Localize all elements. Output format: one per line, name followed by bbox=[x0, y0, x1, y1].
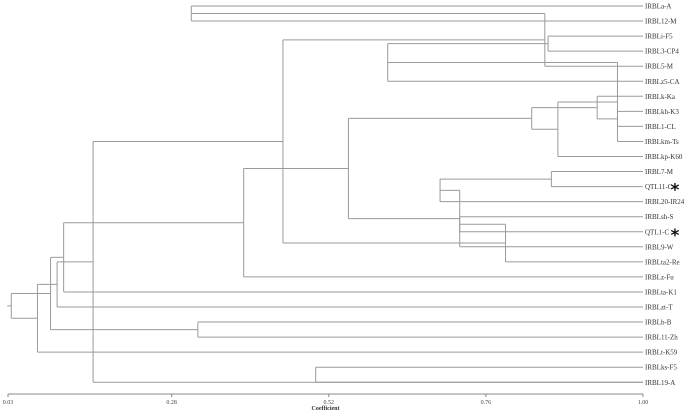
leaf-label: IRBL5-M bbox=[645, 63, 674, 71]
leaf-label: IRBLz5-CA bbox=[645, 78, 680, 86]
leaf-label: IRBLb-B bbox=[645, 319, 672, 327]
dendrogram-branches bbox=[7, 5, 643, 383]
leaf-label: IRBLks-F5 bbox=[645, 364, 677, 372]
leaf-label: IRBLsh-S bbox=[645, 213, 674, 221]
leaf-label: IRBL7-M bbox=[645, 168, 674, 176]
axis-tick-label: 1.00 bbox=[638, 400, 649, 406]
leaf-label: IRBLkm-Ts bbox=[645, 138, 679, 146]
leaf-markers: ** bbox=[671, 181, 680, 246]
axis-tick-label: 0.76 bbox=[481, 400, 492, 406]
axis-tick-label: 0.03 bbox=[3, 400, 14, 406]
significance-marker: * bbox=[671, 181, 680, 201]
coefficient-axis: 0.03 0.28 0.52 0.76 1.00 Coefficient bbox=[3, 393, 649, 412]
leaf-label: IRBL12-M bbox=[645, 18, 677, 26]
leaf-label: IRBL19-A bbox=[645, 379, 675, 387]
leaf-label: IRBL11-Zh bbox=[645, 334, 678, 342]
leaf-label: QTL11-C bbox=[645, 183, 673, 191]
leaf-label: IRBLt-K59 bbox=[645, 349, 678, 357]
leaf-label: IRBLzt-T bbox=[645, 304, 673, 312]
axis-tick-label: 0.52 bbox=[324, 400, 335, 406]
leaf-label: IRBLta-K1 bbox=[645, 288, 677, 296]
leaf-label: IRBLkp-K60 bbox=[645, 153, 683, 161]
leaf-label: IRBL3-CP4 bbox=[645, 48, 679, 56]
leaf-labels: IRBLa-A IRBL12-M IRBLi-F5 IRBL3-CP4 IRBL5-M I… bbox=[645, 3, 685, 387]
leaf-label: IRBL1-CL bbox=[645, 123, 676, 131]
leaf-label: IRBL20-IR24 bbox=[645, 198, 685, 206]
axis-title: Coefficient bbox=[312, 406, 340, 412]
leaf-label: IRBL9-W bbox=[645, 243, 674, 251]
leaf-label: IRBLkh-K3 bbox=[645, 108, 679, 116]
axis-tick-label: 0.28 bbox=[166, 400, 177, 406]
leaf-label: IRBLz-Fu bbox=[645, 273, 674, 281]
leaf-label: IRBLi-F5 bbox=[645, 33, 673, 41]
significance-marker: * bbox=[671, 226, 680, 246]
leaf-label: IRBLta2-Re bbox=[645, 258, 680, 266]
axis-ticks: 0.03 0.28 0.52 0.76 1.00 bbox=[3, 394, 649, 406]
leaf-label: IRBLa-A bbox=[645, 3, 671, 11]
leaf-label: IRBLk-Ka bbox=[645, 93, 676, 101]
leaf-label: QTL1-C bbox=[645, 228, 669, 236]
